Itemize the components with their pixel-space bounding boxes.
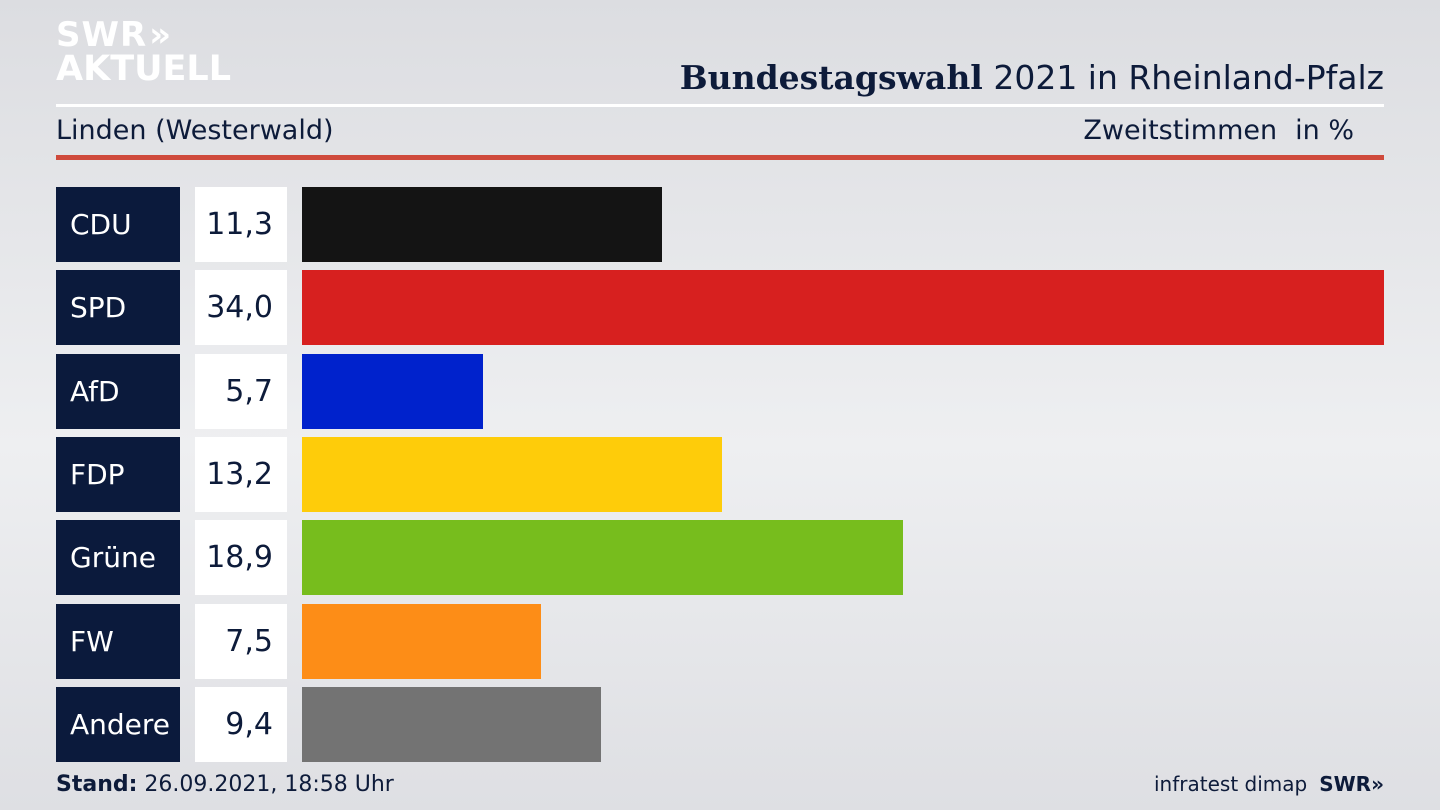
party-label: CDU <box>56 187 180 262</box>
swr-footer-logo: SWR» <box>1319 772 1384 796</box>
vote-type-label: Zweitstimmen in % <box>1083 115 1354 146</box>
bar <box>302 436 723 512</box>
bar <box>302 686 602 762</box>
bar-row: FDP 13,2 <box>56 436 1384 512</box>
bar-row: Andere 9,4 <box>56 686 1384 762</box>
source-label: infratest dimap <box>1154 772 1308 796</box>
party-label: Grüne <box>56 520 180 596</box>
bar-row: SPD 34,0 <box>56 270 1384 346</box>
source-credit: infratest dimap SWR» <box>1154 772 1384 796</box>
value-label: 34,0 <box>195 270 287 346</box>
logo-arrows-icon: » <box>149 15 173 55</box>
swr-footer-arrows-icon: » <box>1371 772 1384 796</box>
bar-row: CDU 11,3 <box>56 187 1384 262</box>
vote-type: Zweitstimmen <box>1083 115 1278 146</box>
logo-swr: SWR <box>56 15 148 55</box>
bar-row: FW 7,5 <box>56 603 1384 679</box>
bar-row: AfD 5,7 <box>56 353 1384 429</box>
party-label: AfD <box>56 353 180 429</box>
value-label: 13,2 <box>195 436 287 512</box>
party-label: SPD <box>56 270 180 346</box>
party-label: FDP <box>56 436 180 512</box>
header-divider <box>56 104 1384 107</box>
party-label: FW <box>56 603 180 679</box>
bar <box>302 520 904 596</box>
value-label: 11,3 <box>195 187 287 262</box>
stand-label: Stand: <box>56 772 138 797</box>
bar <box>302 187 662 262</box>
stand-value: 26.09.2021, 18:58 Uhr <box>137 772 394 797</box>
swr-aktuell-logo: SWR» AKTUELL <box>56 18 231 87</box>
bar <box>302 353 484 429</box>
chart-title: Bundestagswahl 2021 in Rheinland-Pfalz <box>680 58 1384 97</box>
timestamp: Stand: 26.09.2021, 18:58 Uhr <box>56 772 394 797</box>
value-label: 9,4 <box>195 686 287 762</box>
title-rest: 2021 in Rheinland-Pfalz <box>982 58 1384 97</box>
party-label: Andere <box>56 686 180 762</box>
bar-row: Grüne 18,9 <box>56 520 1384 596</box>
bar <box>302 270 1384 346</box>
value-label: 5,7 <box>195 353 287 429</box>
value-label: 7,5 <box>195 603 287 679</box>
region-label: Linden (Westerwald) <box>56 115 334 146</box>
unit-label: in % <box>1295 115 1354 146</box>
title-bold: Bundestagswahl <box>679 58 983 97</box>
accent-divider <box>56 155 1384 160</box>
swr-footer-text: SWR <box>1319 772 1372 796</box>
bar <box>302 603 541 679</box>
logo-aktuell: AKTUELL <box>56 49 232 89</box>
value-label: 18,9 <box>195 520 287 596</box>
